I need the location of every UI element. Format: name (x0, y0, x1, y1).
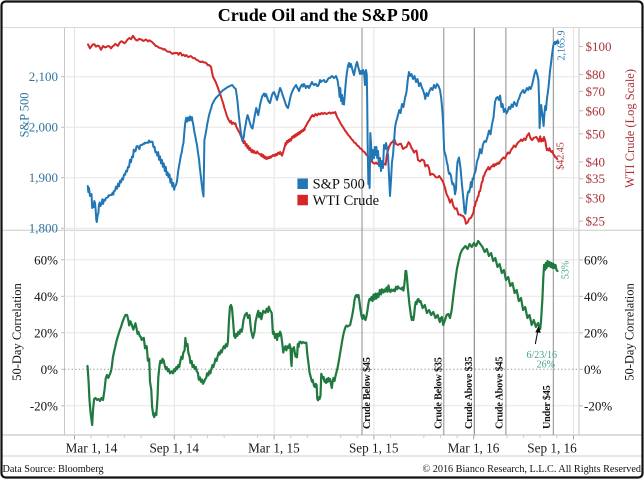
svg-text:$50: $50 (586, 126, 606, 141)
svg-text:50-Day Correlation: 50-Day Correlation (623, 282, 637, 380)
svg-text:$42.45: $42.45 (556, 142, 567, 170)
svg-text:$25: $25 (586, 214, 606, 229)
svg-text:20%: 20% (34, 325, 58, 340)
svg-text:$70: $70 (586, 84, 606, 99)
svg-text:2,000: 2,000 (29, 120, 58, 135)
svg-text:Crude Below $45: Crude Below $45 (362, 357, 373, 429)
svg-text:40%: 40% (34, 289, 58, 304)
svg-text:Data Source: Bloomberg: Data Source: Bloomberg (3, 464, 104, 475)
svg-text:Sep 1, 14: Sep 1, 14 (149, 440, 199, 455)
svg-text:© 2016 Bianco Research, L.L.C.: © 2016 Bianco Research, L.L.C. All Right… (422, 464, 641, 475)
svg-text:-20%: -20% (30, 398, 58, 413)
svg-text:2,165.9: 2,165.9 (557, 31, 568, 61)
svg-text:50-Day Correlation: 50-Day Correlation (10, 282, 24, 380)
svg-text:Mar 1, 16: Mar 1, 16 (448, 440, 500, 455)
svg-text:1,900: 1,900 (29, 170, 58, 185)
svg-text:20%: 20% (584, 325, 608, 340)
svg-text:6/23/16: 6/23/16 (526, 350, 557, 361)
svg-text:Sep 1, 15: Sep 1, 15 (349, 440, 399, 455)
svg-text:Crude Above $35: Crude Above $35 (464, 357, 475, 429)
svg-text:60%: 60% (584, 252, 608, 267)
svg-text:Sep 1, 16: Sep 1, 16 (527, 440, 577, 455)
svg-text:Under $45: Under $45 (542, 385, 553, 429)
svg-text:$40: $40 (586, 154, 606, 169)
svg-text:Mar 1, 15: Mar 1, 15 (248, 440, 300, 455)
svg-text:2,100: 2,100 (29, 69, 58, 84)
svg-text:-20%: -20% (584, 398, 612, 413)
svg-text:53%: 53% (561, 261, 572, 279)
svg-text:0%: 0% (41, 362, 59, 377)
svg-text:WTI Crude: WTI Crude (313, 193, 379, 209)
svg-text:Mar 1, 14: Mar 1, 14 (66, 440, 118, 455)
svg-text:WTI Crude (Log Scale): WTI Crude (Log Scale) (623, 69, 637, 188)
svg-text:60%: 60% (34, 252, 58, 267)
svg-text:Crude Oil and the S&P 500: Crude Oil and the S&P 500 (218, 5, 429, 25)
svg-text:$35: $35 (586, 171, 606, 186)
svg-text:$30: $30 (586, 191, 606, 206)
svg-text:26%: 26% (537, 360, 555, 371)
svg-text:40%: 40% (584, 289, 608, 304)
svg-text:1,800: 1,800 (29, 221, 58, 236)
svg-text:$80: $80 (586, 67, 606, 82)
svg-text:Crude Above $45: Crude Above $45 (495, 357, 506, 429)
svg-text:Crude Below $35: Crude Below $35 (434, 357, 445, 429)
svg-text:S&P 500: S&P 500 (17, 92, 31, 137)
svg-text:$60: $60 (586, 103, 606, 118)
svg-text:S&P 500: S&P 500 (313, 177, 365, 193)
svg-text:$100: $100 (586, 39, 612, 54)
svg-text:0%: 0% (584, 362, 602, 377)
